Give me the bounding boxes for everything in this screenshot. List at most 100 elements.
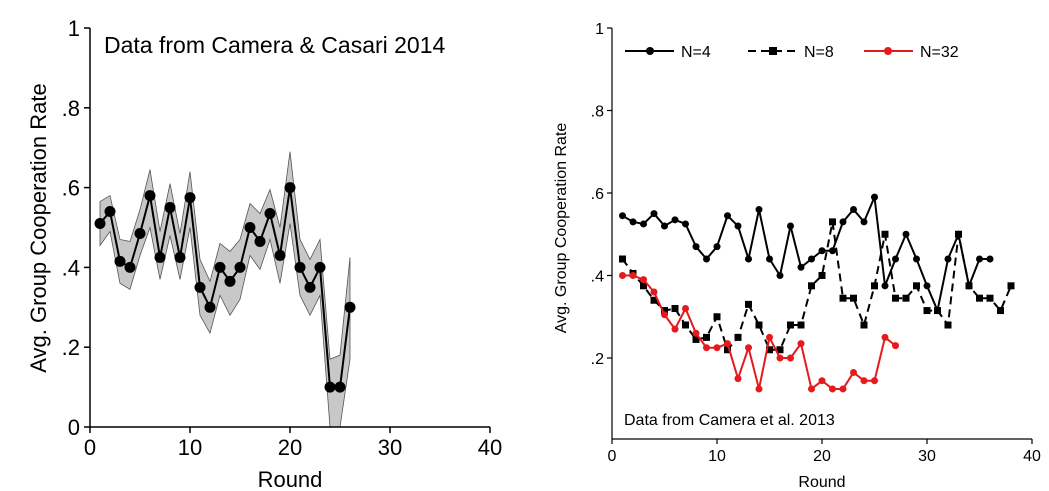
data-point (619, 272, 626, 279)
data-point (671, 325, 679, 333)
data-point (734, 222, 742, 230)
data-point (755, 385, 763, 393)
data-point (692, 243, 700, 251)
data-point (818, 247, 826, 255)
data-point (284, 182, 296, 194)
data-point (829, 218, 836, 226)
data-point (164, 202, 176, 214)
data-point (184, 192, 196, 204)
series-n4 (619, 193, 994, 315)
data-point (955, 230, 962, 238)
right-x-tick-label: 30 (918, 448, 936, 465)
data-point (923, 307, 931, 315)
data-point (734, 333, 742, 341)
data-point (997, 307, 1004, 315)
left-x-tick-label: 20 (278, 435, 302, 460)
data-point (787, 354, 794, 362)
legend-marker-n4 (646, 47, 654, 55)
left-y-axis-label: Avg. Group Cooperation Rate (26, 83, 51, 372)
data-point (944, 321, 952, 329)
data-point (755, 206, 763, 213)
left-y-tick-label: .8 (62, 96, 80, 121)
left-y-tick-label: 1 (68, 16, 80, 41)
data-point (650, 288, 658, 296)
data-point (766, 333, 773, 341)
data-point (104, 206, 116, 218)
data-point (724, 346, 731, 354)
left-chart-panel: 0.2.4.6.810 10 20 30 40 Data from Camera & C… (26, 16, 502, 491)
series-n32 (619, 272, 899, 393)
data-point (294, 261, 306, 273)
data-point (1007, 282, 1015, 290)
data-point (154, 251, 166, 263)
data-point (745, 255, 752, 263)
right-x-axis-label: Round (798, 474, 845, 491)
right-y-tick-label: 1 (595, 21, 604, 38)
data-point (850, 294, 857, 302)
data-point (692, 335, 700, 343)
data-point (671, 216, 679, 224)
data-point (324, 381, 336, 393)
data-point (787, 222, 794, 230)
data-point (144, 190, 156, 202)
data-point (134, 227, 146, 239)
series-n8 (619, 218, 1015, 354)
data-point (650, 296, 658, 304)
data-point (776, 354, 784, 362)
data-point (755, 321, 763, 329)
right-x-tick-label: 40 (1023, 448, 1041, 465)
left-chart-title: Data from Camera & Casari 2014 (104, 32, 446, 58)
data-point (264, 208, 276, 220)
left-confidence-band (99, 151, 351, 428)
data-point (703, 255, 710, 263)
data-point (174, 251, 186, 263)
data-point (776, 272, 784, 279)
right-y-tick-label: .4 (591, 269, 604, 286)
data-point (334, 381, 346, 393)
data-point (703, 344, 710, 352)
data-point (871, 282, 878, 290)
data-point (986, 255, 994, 263)
data-point (650, 210, 658, 218)
data-point (923, 282, 931, 290)
right-chart-annotation: Data from Camera et al. 2013 (624, 412, 835, 429)
data-point (860, 218, 868, 226)
data-point (194, 281, 206, 293)
left-x-tick-label: 0 (84, 435, 96, 460)
data-point (124, 261, 136, 273)
legend-label-n8: N=8 (804, 44, 834, 61)
data-point (114, 255, 126, 267)
data-point (671, 305, 679, 312)
legend-label-n4: N=4 (681, 44, 711, 61)
data-point (976, 294, 983, 302)
confidence-band (99, 151, 351, 428)
data-point (839, 385, 847, 393)
right-series (619, 193, 1015, 393)
right-axes: .2.4.6.810 10 20 30 40 (591, 21, 1041, 465)
data-point (724, 340, 731, 348)
data-point (860, 321, 868, 329)
data-point (640, 220, 647, 228)
data-point (692, 329, 700, 337)
left-series (94, 182, 356, 393)
data-point (818, 377, 826, 385)
data-point (829, 385, 836, 393)
right-y-tick-label: .2 (591, 351, 604, 368)
data-point (640, 282, 647, 290)
data-point (839, 218, 847, 226)
data-point (976, 255, 983, 263)
data-point (892, 255, 899, 263)
data-point (724, 212, 731, 220)
series-line (621, 193, 990, 314)
data-point (902, 230, 910, 238)
data-point (682, 305, 689, 312)
left-y-tick-label: .2 (62, 335, 80, 360)
data-point (808, 385, 815, 393)
right-legend: N=4 N=8 N=32 (625, 44, 959, 61)
data-point (274, 249, 286, 261)
left-x-tick-label: 10 (178, 435, 202, 460)
data-point (986, 294, 994, 302)
data-point (965, 282, 973, 290)
data-point (713, 243, 721, 251)
